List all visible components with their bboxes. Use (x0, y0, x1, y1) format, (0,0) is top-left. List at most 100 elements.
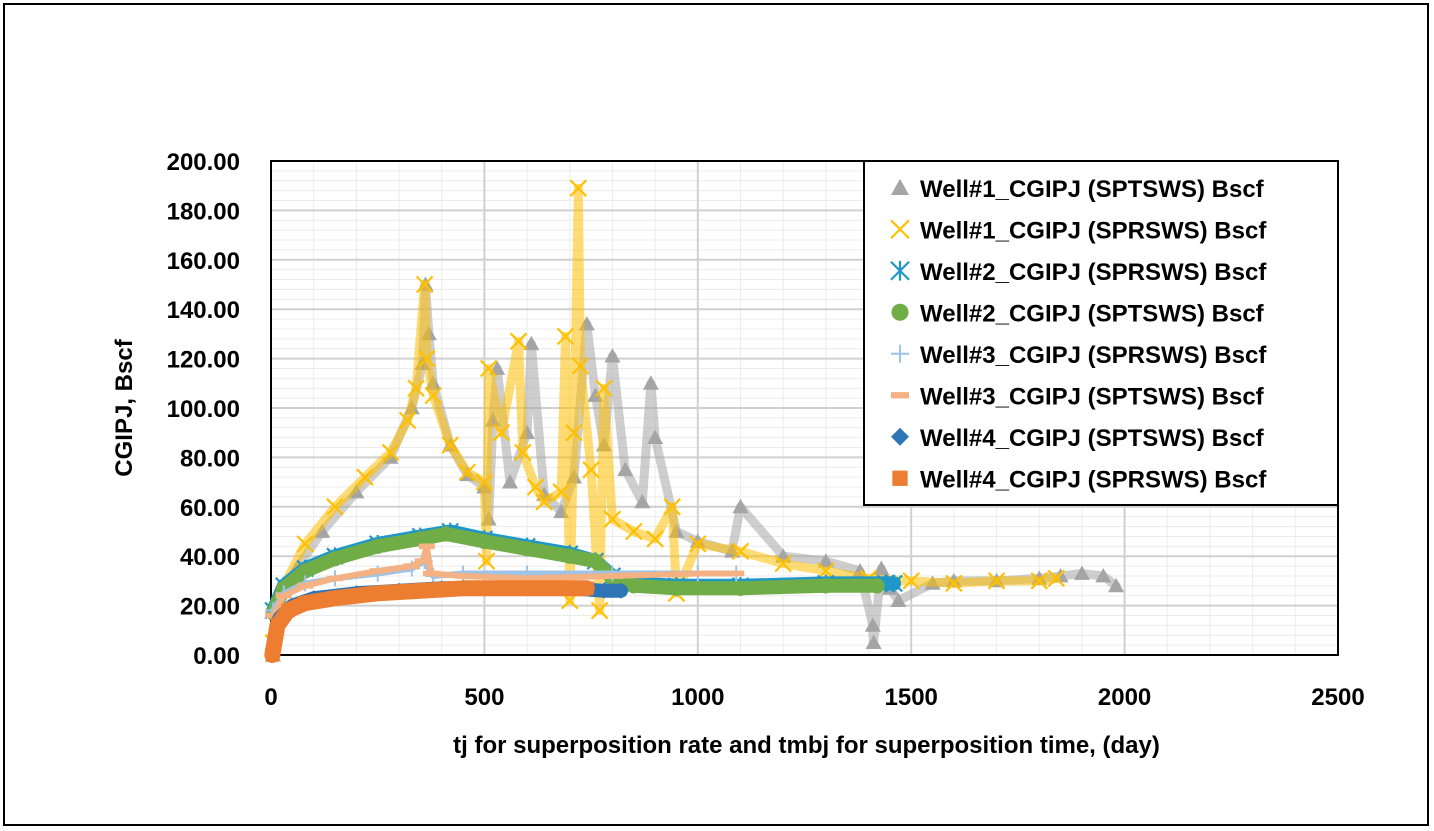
data-point (582, 460, 600, 479)
data-point (626, 578, 642, 594)
data-point (647, 429, 664, 445)
y-axis-title: CGIPJ, Bscf (111, 338, 138, 476)
data-point (418, 349, 436, 368)
data-point (1030, 572, 1049, 590)
legend-label: Well#1_CGIPJ (SPTSWS) Bscf (920, 176, 1265, 203)
data-point (519, 575, 536, 582)
data-point (728, 570, 745, 577)
y-tick-label: 40.00 (180, 544, 240, 571)
legend-label: Well#4_CGIPJ (SPTSWS) Bscf (920, 425, 1265, 452)
data-point (356, 468, 374, 486)
data-point (477, 552, 496, 570)
data-point (604, 573, 621, 579)
data-point (556, 327, 575, 346)
legend-marker (891, 344, 909, 363)
x-tick-label: 500 (464, 684, 504, 711)
data-point (438, 526, 454, 542)
legend-label: Well#2_CGIPJ (SPRSWS) Bscf (920, 259, 1267, 286)
data-point (455, 573, 472, 579)
data-point (565, 423, 583, 442)
series-6 (265, 543, 745, 619)
data-point (370, 538, 386, 554)
y-axis-ticks: 0.00 20.00 40.00 60.00 80.00 100.00 120.00 140.… (167, 149, 240, 670)
data-point (945, 574, 963, 593)
data-point (625, 522, 643, 541)
data-point (732, 498, 749, 514)
data-point (476, 533, 492, 549)
y-tick-label: 20.00 (180, 594, 240, 621)
data-point (890, 592, 907, 608)
x-axis-ticks: 0 500 1000 1500 2000 2500 (264, 684, 1364, 711)
data-point (885, 574, 903, 593)
data-point (398, 411, 417, 430)
legend-marker (890, 260, 910, 281)
data-point (492, 423, 511, 442)
data-point (1108, 577, 1125, 593)
data-point (418, 543, 435, 550)
y-tick-label: 180.00 (167, 198, 240, 225)
data-point (415, 275, 434, 294)
data-point (689, 570, 706, 577)
data-point (663, 498, 681, 516)
data-point (369, 568, 386, 574)
series-layer (264, 179, 1125, 663)
data-point (370, 586, 385, 601)
legend: Well#1_CGIPJ (SPTSWS) Bscf Well#1_CGIPJ (… (863, 160, 1339, 506)
y-tick-label: 60.00 (180, 495, 240, 522)
legend-label: Well#3_CGIPJ (SPTSWS) Bscf (920, 383, 1265, 410)
data-point (514, 443, 532, 462)
legend-label: Well#1_CGIPJ (SPRSWS) Bscf (920, 217, 1267, 244)
data-point (281, 603, 295, 618)
data-point (298, 596, 312, 610)
data-point (731, 542, 750, 561)
data-point (479, 359, 498, 378)
legend-marker (891, 427, 909, 446)
legend-marker (891, 392, 909, 399)
legend-marker (892, 470, 908, 486)
data-point (864, 617, 881, 632)
y-tick-label: 200.00 (167, 149, 240, 176)
data-point (458, 463, 477, 481)
data-point (270, 618, 285, 633)
data-point (668, 580, 685, 596)
x-tick-label: 1500 (885, 684, 938, 711)
data-point (1047, 569, 1066, 588)
data-point (424, 386, 442, 405)
data-point (1073, 565, 1090, 580)
x-axis-title: tj for superposition rate and tmbj for s… (453, 732, 1160, 759)
data-point (580, 581, 594, 596)
data-point (604, 348, 621, 363)
data-point (817, 553, 834, 568)
data-point (617, 461, 634, 477)
series-2 (264, 179, 1066, 652)
data-point (412, 531, 428, 547)
data-point (327, 551, 343, 567)
data-point (502, 474, 519, 489)
legend-label: Well#3_CGIPJ (SPRSWS) Bscf (920, 342, 1267, 369)
data-point (689, 535, 707, 553)
data-point (634, 493, 651, 509)
y-tick-label: 120.00 (167, 347, 240, 374)
x-tick-label: 0 (264, 684, 277, 711)
data-point (732, 580, 749, 596)
legend-marker (891, 303, 909, 321)
data-point (646, 530, 664, 548)
data-point (423, 570, 440, 577)
data-point (414, 558, 431, 564)
data-point (456, 581, 470, 596)
data-point (869, 578, 885, 594)
legend-marker (891, 178, 909, 195)
data-point (541, 581, 556, 596)
y-tick-label: 100.00 (167, 396, 240, 423)
data-point (519, 541, 535, 557)
legend-marker (890, 219, 910, 240)
data-point (612, 582, 629, 599)
data-point (902, 572, 920, 590)
data-point (569, 179, 588, 197)
y-tick-label: 140.00 (167, 297, 240, 324)
data-point (523, 335, 540, 351)
data-point (590, 601, 609, 620)
y-tick-label: 0.00 (193, 643, 240, 670)
data-point (403, 563, 420, 569)
data-point (873, 560, 890, 575)
